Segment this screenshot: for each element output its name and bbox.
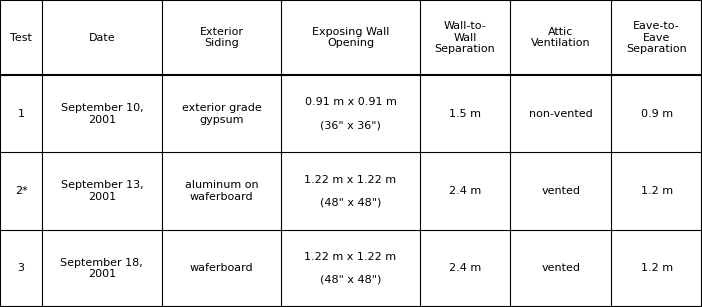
Text: 2.4 m: 2.4 m <box>449 263 481 273</box>
Text: 1.22 m x 1.22 m

(48" x 48"): 1.22 m x 1.22 m (48" x 48") <box>305 174 397 208</box>
Text: Exposing Wall
Opening: Exposing Wall Opening <box>312 27 389 49</box>
Text: 1.22 m x 1.22 m

(48" x 48"): 1.22 m x 1.22 m (48" x 48") <box>305 252 397 285</box>
Text: waferboard: waferboard <box>190 263 253 273</box>
Text: 0.91 m x 0.91 m

(36" x 36"): 0.91 m x 0.91 m (36" x 36") <box>305 97 397 130</box>
Text: 1.2 m: 1.2 m <box>640 186 673 196</box>
Text: exterior grade
gypsum: exterior grade gypsum <box>182 103 261 125</box>
Text: Test: Test <box>10 33 32 43</box>
Text: September 13,
2001: September 13, 2001 <box>60 180 143 202</box>
Text: vented: vented <box>541 186 581 196</box>
Text: 2*: 2* <box>15 186 27 196</box>
Text: Exterior
Siding: Exterior Siding <box>199 27 244 49</box>
Text: aluminum on
waferboard: aluminum on waferboard <box>185 180 258 202</box>
Text: vented: vented <box>541 263 581 273</box>
Text: Date: Date <box>88 33 115 43</box>
Text: 1: 1 <box>18 109 25 119</box>
Text: Attic
Ventilation: Attic Ventilation <box>531 27 590 49</box>
Text: September 18,
2001: September 18, 2001 <box>60 258 143 279</box>
Text: Wall-to-
Wall
Separation: Wall-to- Wall Separation <box>435 21 496 54</box>
Text: 3: 3 <box>18 263 25 273</box>
Text: 1.2 m: 1.2 m <box>640 263 673 273</box>
Text: Eave-to-
Eave
Separation: Eave-to- Eave Separation <box>626 21 687 54</box>
Text: 1.5 m: 1.5 m <box>449 109 481 119</box>
Text: non-vented: non-vented <box>529 109 592 119</box>
Text: 0.9 m: 0.9 m <box>640 109 673 119</box>
Text: September 10,
2001: September 10, 2001 <box>60 103 143 125</box>
Text: 2.4 m: 2.4 m <box>449 186 481 196</box>
